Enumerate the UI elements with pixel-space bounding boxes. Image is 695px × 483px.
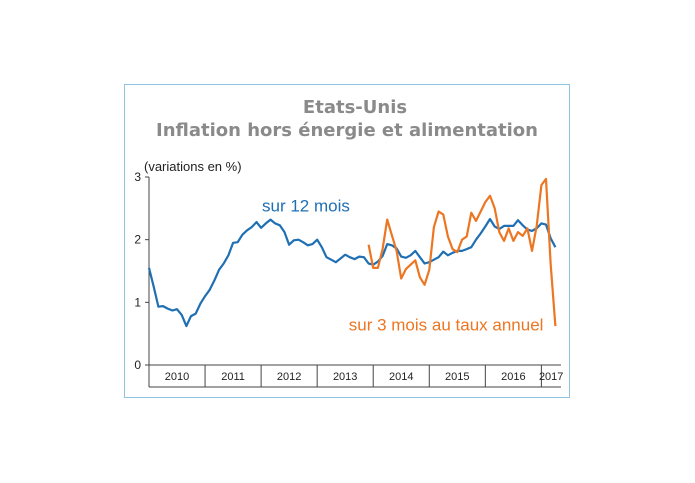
- series-annotation-sur-3-mois: sur 3 mois au taux annuel: [349, 316, 544, 335]
- line-chart: Etats-Unis Inflation hors énergie et ali…: [134, 97, 563, 388]
- axes: 0 1 2 3 2010 2011 2012 2013 2014 2015 2016 2017: [134, 170, 563, 388]
- y-axis-unit-label: (variations en %): [144, 159, 242, 174]
- x-tick-label: 2016: [501, 371, 525, 383]
- y-tick-label: 1: [134, 295, 141, 309]
- x-tick-label: 2010: [165, 371, 189, 383]
- series-layer: [147, 177, 557, 328]
- annotation-layer: sur 12 mois sur 3 mois au taux annuel: [262, 196, 543, 334]
- chart-title: Etats-Unis: [303, 97, 407, 118]
- y-tick-label: 3: [134, 170, 141, 184]
- series-annotation-sur-12-mois: sur 12 mois: [262, 196, 350, 215]
- y-tick-label: 2: [134, 233, 141, 247]
- x-tick-label: 2012: [277, 371, 301, 383]
- series-line-sur-3-mois: [367, 177, 557, 327]
- x-tick-label: 2011: [221, 371, 245, 383]
- x-tick-label: 2013: [333, 371, 357, 383]
- x-tick-label: 2014: [389, 371, 413, 383]
- x-tick-label: 2017: [539, 371, 563, 383]
- x-tick-label: 2015: [445, 371, 469, 383]
- chart-frame: Etats-Unis Inflation hors énergie et ali…: [124, 84, 570, 398]
- y-tick-label: 0: [134, 358, 141, 372]
- series-line-sur-12-mois: [147, 217, 557, 328]
- chart-subtitle: Inflation hors énergie et alimentation: [156, 120, 538, 141]
